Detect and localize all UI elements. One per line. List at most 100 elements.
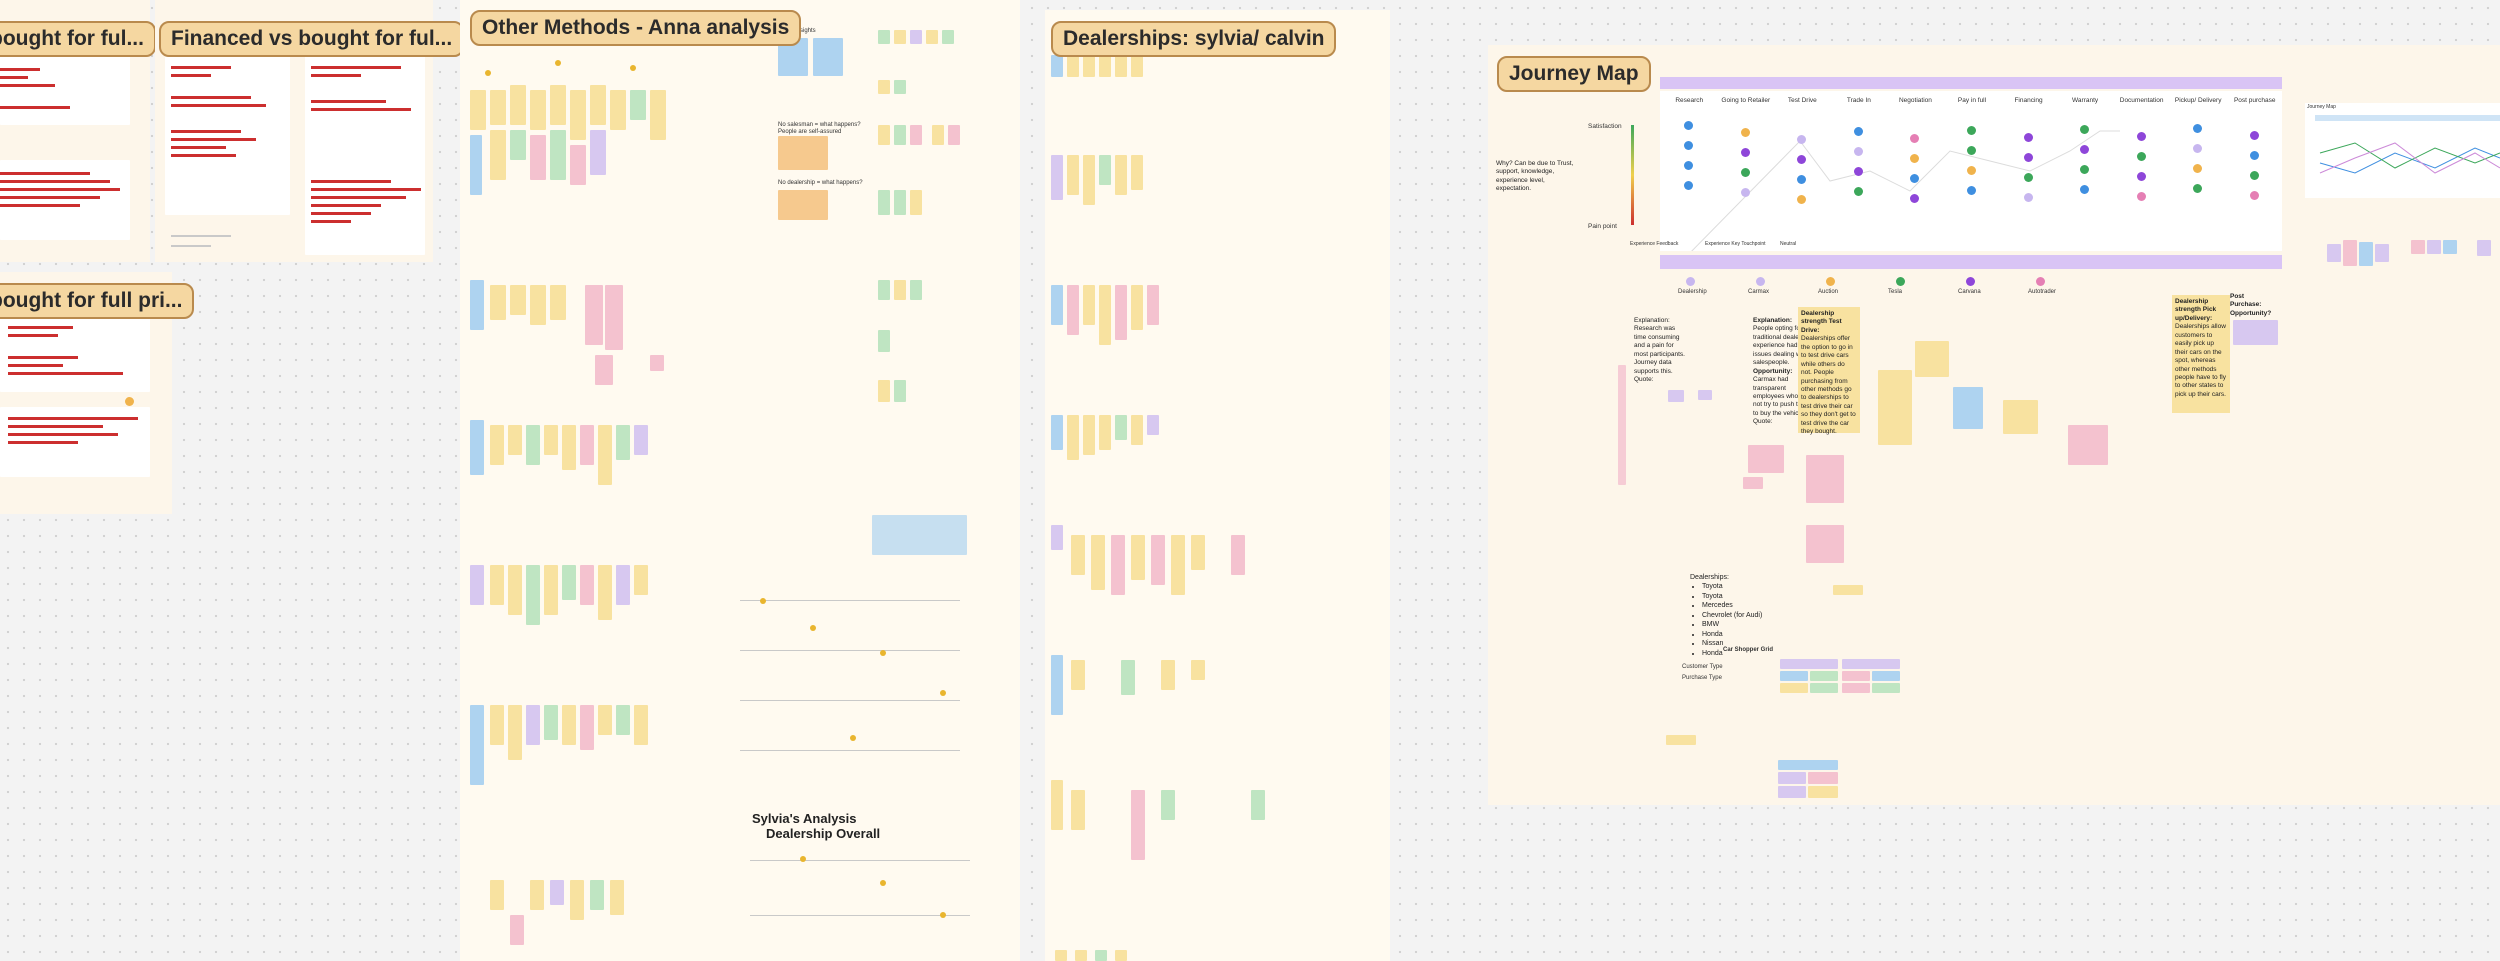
sticky-note[interactable] [1953,387,1983,429]
sticky-note[interactable] [610,90,626,130]
sticky-note[interactable] [634,705,648,745]
journey-dot[interactable] [1797,195,1807,204]
journey-dot[interactable] [1910,174,1920,183]
journey-dot[interactable] [1684,141,1694,150]
sticky-note[interactable] [1091,535,1105,590]
frame-title[interactable]: Financed vs bought for ful... [159,21,465,57]
sticky-note[interactable] [562,705,576,745]
sticky-note[interactable] [570,145,586,185]
sticky-note[interactable] [1115,55,1127,77]
sticky-note[interactable] [1191,535,1205,570]
sticky-note[interactable] [598,565,612,620]
sticky-note[interactable] [550,85,566,125]
sticky-note[interactable] [1131,155,1143,190]
journey-dot[interactable] [1910,154,1920,163]
journey-dot[interactable] [2080,185,2090,194]
journey-dot[interactable] [2193,124,2203,133]
sticky-note[interactable] [508,565,522,615]
sticky-note[interactable] [570,90,586,140]
sticky-note[interactable] [1115,285,1127,340]
sticky-note[interactable] [1171,535,1185,595]
sticky-note[interactable] [910,125,922,145]
sticky-note[interactable] [910,190,922,215]
sticky-pickup[interactable]: Dealership strength Pick up/Delivery: De… [2172,295,2230,413]
sticky-note[interactable] [1083,55,1095,77]
sticky-note[interactable] [2443,240,2457,254]
sticky-note[interactable] [616,705,630,735]
sticky-note[interactable] [1915,341,1949,377]
sticky-note[interactable] [878,30,890,44]
sticky-note[interactable] [1833,585,1863,595]
sticky-note[interactable] [570,880,584,920]
sticky-note[interactable] [894,125,906,145]
journey-map-thumbnail[interactable]: Journey Map [2305,103,2500,198]
sticky-note[interactable] [550,130,566,180]
journey-dot[interactable] [2080,165,2090,174]
journey-dot[interactable] [1967,166,1976,175]
sticky-note[interactable] [878,280,890,300]
sticky-note[interactable] [544,565,558,615]
sticky-note[interactable] [942,30,954,44]
sticky-note[interactable] [1131,790,1145,860]
sticky-note[interactable] [510,130,526,160]
journey-dot[interactable] [2249,131,2259,140]
sticky-note[interactable] [526,705,540,745]
frame-title[interactable]: Other Methods - Anna analysis [470,10,802,46]
sticky-note[interactable] [1051,525,1063,550]
sticky-note[interactable] [562,565,576,600]
sticky-note[interactable] [510,915,524,945]
sticky-note[interactable] [634,425,648,455]
sticky-note[interactable] [590,880,604,910]
sticky-note[interactable] [1051,415,1063,450]
sticky-note[interactable] [2343,240,2357,266]
sticky-note[interactable] [2003,400,2038,434]
sticky-note[interactable] [490,565,504,605]
sticky-note[interactable] [894,30,906,44]
journey-dot[interactable] [1967,146,1976,155]
sticky-note[interactable] [1161,790,1175,820]
sticky-note[interactable] [470,705,484,785]
sticky-note[interactable] [650,355,664,371]
journey-dot[interactable] [1967,186,1976,195]
sticky-note[interactable] [530,90,546,130]
journey-dot[interactable] [2136,152,2146,161]
sticky-note[interactable] [2477,240,2491,256]
sticky-note[interactable] [610,880,624,915]
sticky-note[interactable] [1806,525,1844,563]
journey-dot[interactable] [1853,147,1863,156]
journey-dot[interactable] [1740,188,1750,197]
sticky-note[interactable] [470,565,484,605]
sticky-note[interactable] [2233,320,2278,345]
sticky-note[interactable] [470,420,484,475]
sticky-note[interactable] [1147,285,1159,325]
sticky-note[interactable] [1878,370,1912,445]
sticky-note[interactable] [508,705,522,760]
sticky-note[interactable] [1055,950,1067,961]
sticky-note[interactable] [2411,240,2425,254]
sticky-note[interactable] [2068,425,2108,465]
sticky-note[interactable] [778,190,828,220]
sticky-note[interactable] [1115,950,1127,961]
sticky-note[interactable] [1131,55,1143,77]
sticky-note[interactable] [1075,950,1087,961]
sticky-note[interactable] [1668,390,1684,402]
sticky-note[interactable] [630,90,646,120]
sticky-note[interactable] [1151,535,1165,585]
sticky-note[interactable] [508,425,522,455]
sticky-note[interactable] [1083,415,1095,455]
sticky-note[interactable] [562,425,576,470]
sticky-note[interactable] [894,380,906,402]
journey-dot[interactable] [1910,194,1920,203]
sticky-note[interactable] [470,280,484,330]
sticky-note[interactable] [2427,240,2441,254]
sticky-note[interactable] [598,425,612,485]
sticky-note[interactable] [490,705,504,745]
sticky-note[interactable] [2375,244,2389,262]
journey-dot[interactable] [2023,193,2033,202]
sticky-note[interactable] [1071,790,1085,830]
sticky-note[interactable] [1071,660,1085,690]
sticky-note[interactable] [1051,55,1063,77]
sticky-note[interactable] [878,190,890,215]
sticky-note[interactable] [650,90,666,140]
sticky-note[interactable] [894,190,906,215]
